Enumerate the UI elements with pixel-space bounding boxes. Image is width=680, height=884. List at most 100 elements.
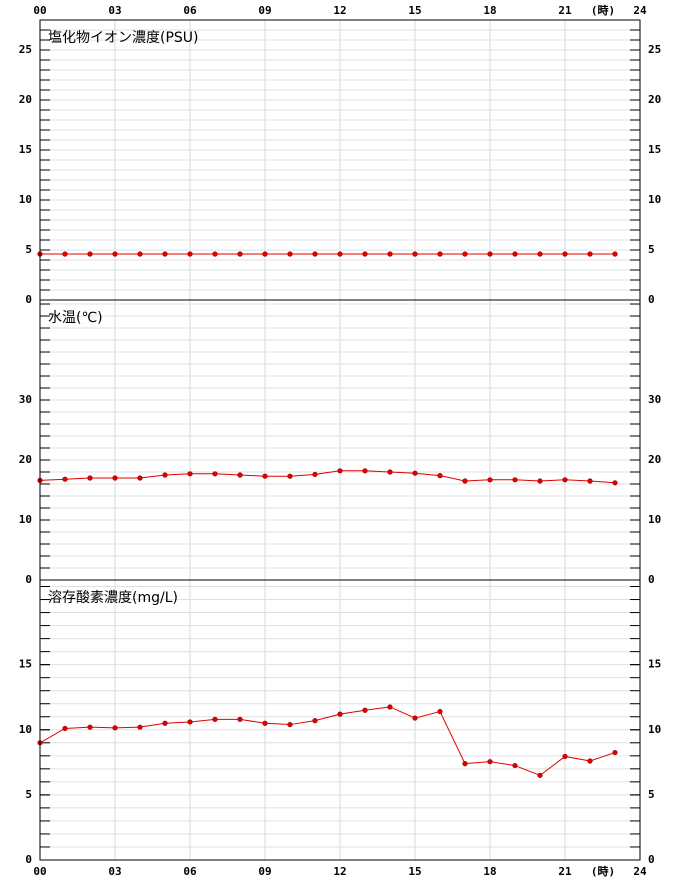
data-point	[287, 473, 293, 479]
y-tick-label: 5	[648, 788, 655, 801]
y-tick-label: 0	[25, 293, 32, 306]
data-point	[262, 251, 268, 257]
x-tick-label: 18	[483, 4, 496, 17]
data-point	[437, 251, 443, 257]
y-tick-label: 0	[25, 573, 32, 586]
y-tick-label: 5	[648, 243, 655, 256]
data-point	[487, 251, 493, 257]
y-tick-label: 10	[19, 723, 32, 736]
data-point	[162, 472, 168, 478]
data-point	[387, 704, 393, 710]
data-point	[512, 251, 518, 257]
data-point	[462, 251, 468, 257]
x-tick-label: 15	[408, 4, 421, 17]
x-tick-label: 21	[558, 865, 572, 878]
data-point	[62, 476, 68, 482]
data-point	[87, 251, 93, 257]
x-tick-label: 03	[108, 4, 121, 17]
data-point	[562, 251, 568, 257]
data-point	[437, 708, 443, 715]
data-point	[537, 478, 543, 484]
data-point	[312, 471, 318, 478]
data-point	[612, 480, 618, 486]
y-tick-label: 20	[648, 453, 661, 466]
data-point	[337, 711, 343, 717]
data-point	[387, 251, 393, 257]
x-tick-label: 03	[108, 865, 121, 878]
data-point	[612, 749, 618, 756]
y-tick-label: 20	[19, 93, 32, 106]
data-point	[262, 473, 268, 479]
y-tick-label: 30	[19, 393, 32, 406]
panel-title: 溶存酸素濃度(mg/L)	[48, 590, 178, 606]
x-tick-label: 12	[333, 865, 346, 878]
panel-title: 塩化物イオン濃度(PSU)	[48, 30, 199, 46]
y-tick-label: 20	[648, 93, 661, 106]
data-point	[312, 718, 318, 724]
data-point	[187, 471, 193, 477]
data-point	[362, 707, 368, 713]
y-tick-label: 0	[648, 573, 655, 586]
data-point	[62, 725, 68, 732]
data-point	[137, 251, 143, 257]
y-tick-label: 10	[648, 723, 661, 736]
data-point	[212, 471, 218, 477]
data-point	[412, 251, 418, 257]
data-point	[437, 473, 443, 479]
data-point	[187, 719, 193, 725]
data-point	[537, 772, 543, 778]
data-point	[187, 251, 193, 257]
y-tick-label: 15	[19, 143, 32, 156]
data-point	[487, 477, 493, 483]
y-tick-label: 15	[648, 143, 661, 156]
data-point	[112, 475, 118, 481]
data-point	[87, 724, 93, 730]
y-tick-label: 30	[648, 393, 661, 406]
data-point	[587, 758, 593, 764]
data-point	[462, 478, 468, 484]
x-tick-label: 12	[333, 4, 346, 17]
y-tick-label: 15	[648, 658, 661, 671]
data-line	[39, 470, 616, 484]
data-point	[362, 251, 368, 257]
x-tick-label: 24	[633, 865, 647, 878]
data-point	[162, 251, 168, 257]
y-tick-label: 5	[25, 788, 32, 801]
x-tick-label: 24	[633, 4, 647, 17]
data-point	[212, 716, 218, 722]
y-tick-label: 10	[19, 513, 32, 526]
data-point	[112, 251, 118, 257]
data-point	[287, 721, 293, 728]
data-point	[387, 469, 393, 475]
data-point	[237, 472, 243, 478]
y-tick-label: 10	[648, 513, 661, 526]
x-tick-label: 15	[408, 865, 421, 878]
y-tick-label: 25	[648, 43, 661, 56]
y-tick-label: 0	[648, 293, 655, 306]
x-tick-label: 06	[183, 865, 197, 878]
data-point	[137, 475, 143, 481]
panel-title: 水温(℃)	[48, 310, 103, 326]
data-point	[62, 251, 68, 257]
data-point	[512, 477, 518, 483]
plot-frame	[39, 19, 641, 861]
x-tick-label: 06	[183, 4, 197, 17]
data-point	[137, 724, 143, 730]
data-point	[362, 468, 368, 474]
data-point	[562, 477, 568, 483]
data-line	[39, 706, 616, 776]
data-point	[312, 251, 318, 257]
y-tick-label: 0	[648, 853, 655, 866]
y-tick-label: 10	[19, 193, 32, 206]
x-tick-label: 09	[258, 4, 271, 17]
data-point	[337, 251, 343, 257]
x-tick-label: 18	[483, 865, 496, 878]
data-point	[287, 251, 293, 257]
data-point	[237, 251, 243, 257]
x-tick-label: 09	[258, 865, 271, 878]
data-point	[412, 715, 418, 721]
y-tick-label: 20	[19, 453, 32, 466]
data-point	[587, 251, 593, 257]
data-point	[162, 720, 168, 726]
